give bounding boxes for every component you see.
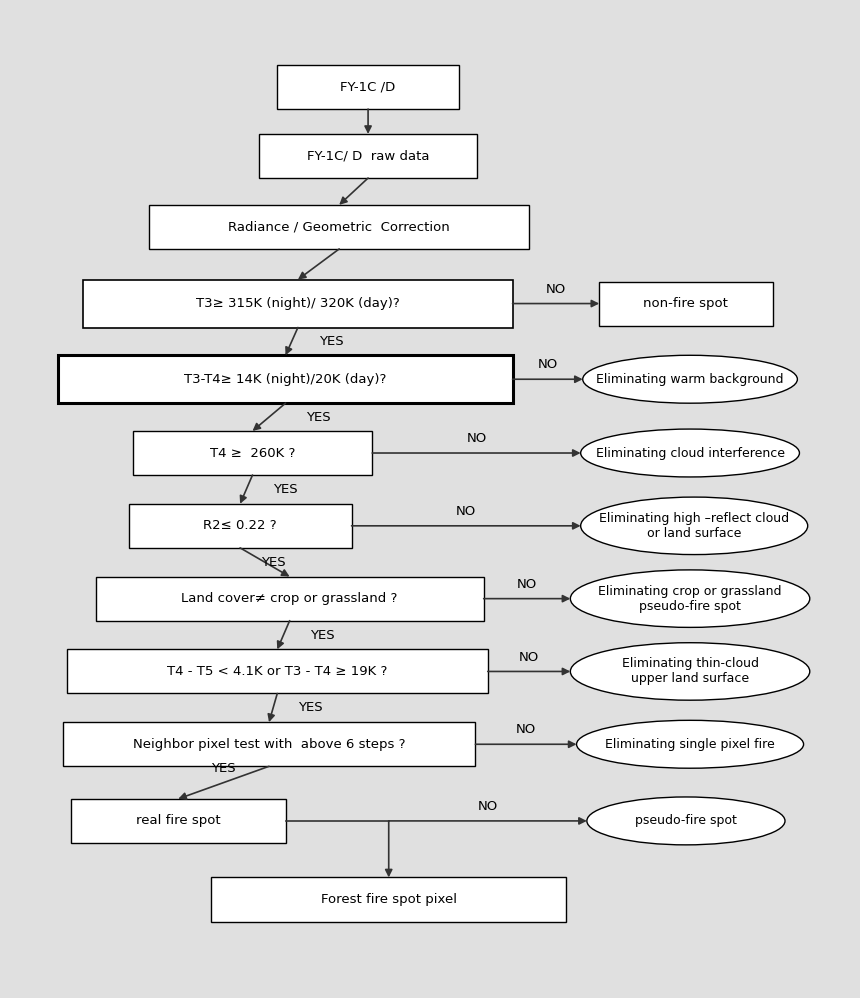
Bar bbox=[259, 134, 477, 178]
Bar bbox=[58, 355, 513, 403]
Text: T3-T4≥ 14K (night)/20K (day)?: T3-T4≥ 14K (night)/20K (day)? bbox=[184, 372, 387, 386]
Bar bbox=[212, 877, 566, 921]
Text: YES: YES bbox=[318, 335, 343, 348]
Text: NO: NO bbox=[477, 800, 498, 813]
Text: YES: YES bbox=[306, 410, 331, 423]
Text: non-fire spot: non-fire spot bbox=[643, 297, 728, 310]
Ellipse shape bbox=[587, 797, 785, 845]
Text: Eliminating warm background: Eliminating warm background bbox=[596, 372, 783, 386]
Bar bbox=[63, 723, 476, 766]
Text: T4 ≥  260K ?: T4 ≥ 260K ? bbox=[210, 446, 295, 459]
Ellipse shape bbox=[570, 643, 810, 701]
Bar bbox=[599, 281, 772, 325]
Text: T4 - T5 < 4.1K or T3 - T4 ≥ 19K ?: T4 - T5 < 4.1K or T3 - T4 ≥ 19K ? bbox=[167, 665, 388, 678]
Text: Eliminating high –reflect cloud
or land surface: Eliminating high –reflect cloud or land … bbox=[599, 512, 789, 540]
Ellipse shape bbox=[576, 721, 803, 768]
Bar bbox=[67, 650, 488, 694]
Text: Forest fire spot pixel: Forest fire spot pixel bbox=[321, 893, 457, 906]
Text: Eliminating cloud interference: Eliminating cloud interference bbox=[596, 446, 784, 459]
Text: T3≥ 315K (night)/ 320K (day)?: T3≥ 315K (night)/ 320K (day)? bbox=[196, 297, 400, 310]
Text: YES: YES bbox=[298, 702, 322, 715]
Text: NO: NO bbox=[516, 724, 536, 737]
Bar bbox=[132, 431, 372, 475]
Bar bbox=[95, 577, 483, 621]
Text: Eliminating single pixel fire: Eliminating single pixel fire bbox=[605, 738, 775, 750]
Text: Radiance / Geometric  Correction: Radiance / Geometric Correction bbox=[228, 221, 450, 234]
Text: NO: NO bbox=[519, 651, 539, 664]
Ellipse shape bbox=[583, 355, 797, 403]
Text: YES: YES bbox=[273, 483, 298, 496]
Text: NO: NO bbox=[546, 282, 566, 295]
Bar bbox=[71, 798, 286, 843]
Bar bbox=[150, 205, 529, 249]
Text: Land cover≠ crop or grassland ?: Land cover≠ crop or grassland ? bbox=[181, 592, 398, 605]
Text: YES: YES bbox=[310, 629, 335, 642]
Text: Eliminating crop or grassland
pseudo-fire spot: Eliminating crop or grassland pseudo-fir… bbox=[599, 585, 782, 613]
Text: NO: NO bbox=[517, 578, 538, 591]
Text: YES: YES bbox=[212, 761, 236, 774]
Text: Eliminating thin-cloud
upper land surface: Eliminating thin-cloud upper land surfac… bbox=[622, 658, 759, 686]
Text: NO: NO bbox=[456, 505, 476, 518]
Text: NO: NO bbox=[466, 432, 487, 445]
Ellipse shape bbox=[580, 497, 808, 555]
Bar bbox=[83, 279, 513, 327]
Text: pseudo-fire spot: pseudo-fire spot bbox=[635, 814, 737, 827]
Bar bbox=[129, 504, 352, 548]
Text: Neighbor pixel test with  above 6 steps ?: Neighbor pixel test with above 6 steps ? bbox=[132, 738, 405, 750]
Ellipse shape bbox=[570, 570, 810, 628]
Text: FY-1C /D: FY-1C /D bbox=[341, 81, 396, 94]
Text: NO: NO bbox=[538, 358, 558, 371]
Text: FY-1C/ D  raw data: FY-1C/ D raw data bbox=[307, 150, 429, 163]
Text: YES: YES bbox=[261, 556, 286, 569]
Text: R2≤ 0.22 ?: R2≤ 0.22 ? bbox=[203, 519, 277, 532]
Ellipse shape bbox=[580, 429, 800, 477]
Bar bbox=[277, 65, 459, 109]
Text: real fire spot: real fire spot bbox=[136, 814, 220, 827]
